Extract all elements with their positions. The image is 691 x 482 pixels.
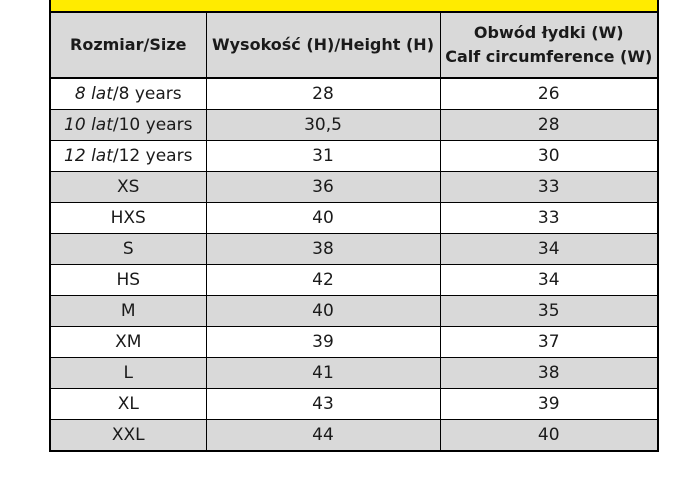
size-pl: 8 lat [74,84,113,104]
height-cell: 43 [206,388,441,420]
table-row: HS 42 34 [51,264,657,296]
calf-cell: 37 [440,326,657,358]
table-row: 8 lat/8 years 28 26 [51,78,657,110]
calf-cell: 40 [440,419,657,450]
table-header-row: Rozmiar/Size Wysokość (H)/Height (H) Obw… [51,13,657,79]
height-cell: 28 [206,78,441,110]
calf-cell: 38 [440,357,657,389]
height-cell: 39 [206,326,441,358]
table-row: XL 43 39 [51,388,657,420]
size-pl: 10 lat [64,115,113,135]
calf-cell: 39 [440,388,657,420]
table-row: XM 39 37 [51,326,657,358]
table-row: XXL 44 40 [51,419,657,450]
height-cell: 38 [206,233,441,265]
header-height: Wysokość (H)/Height (H) [206,13,441,79]
calf-cell: 33 [440,202,657,234]
table-row: L 41 38 [51,357,657,389]
size-cell: M [51,295,207,327]
calf-cell: 28 [440,109,657,141]
table-row: HXS 40 33 [51,202,657,234]
calf-cell: 35 [440,295,657,327]
header-calf-line2: Calf circumference (W) [445,47,653,66]
size-cell: 10 lat/10 years [51,109,207,141]
height-cell: 44 [206,419,441,450]
size-en: /8 years [112,84,182,104]
height-cell: 40 [206,202,441,234]
table-row: 12 lat/12 years 31 30 [51,140,657,172]
size-en: /12 years [112,146,193,166]
calf-cell: 34 [440,233,657,265]
header-calf: Obwód łydki (W) Calf circumference (W) [440,13,657,79]
height-cell: 42 [206,264,441,296]
size-cell: HXS [51,202,207,234]
size-en: /10 years [112,115,193,135]
table-row: 10 lat/10 years 30,5 28 [51,109,657,141]
calf-cell: 33 [440,171,657,203]
height-cell: 40 [206,295,441,327]
height-cell: 41 [206,357,441,389]
header-size: Rozmiar/Size [51,13,207,79]
table-row: S 38 34 [51,233,657,265]
size-cell: 12 lat/12 years [51,140,207,172]
size-cell: XXL [51,419,207,450]
size-cell: HS [51,264,207,296]
height-cell: 36 [206,171,441,203]
size-cell: XL [51,388,207,420]
height-cell: 30,5 [206,109,441,141]
calf-cell: 34 [440,264,657,296]
height-cell: 31 [206,140,441,172]
table-row: XS 36 33 [51,171,657,203]
size-cell: S [51,233,207,265]
yellow-header-band [51,0,657,13]
calf-cell: 26 [440,78,657,110]
size-cell: 8 lat/8 years [51,78,207,110]
size-table: Rozmiar/Size Wysokość (H)/Height (H) Obw… [51,13,657,450]
header-calf-line1: Obwód łydki (W) [473,23,624,42]
size-pl: 12 lat [64,146,113,166]
size-cell: L [51,357,207,389]
size-table-frame: Rozmiar/Size Wysokość (H)/Height (H) Obw… [49,0,659,452]
size-cell: XS [51,171,207,203]
calf-cell: 30 [440,140,657,172]
size-cell: XM [51,326,207,358]
table-row: M 40 35 [51,295,657,327]
